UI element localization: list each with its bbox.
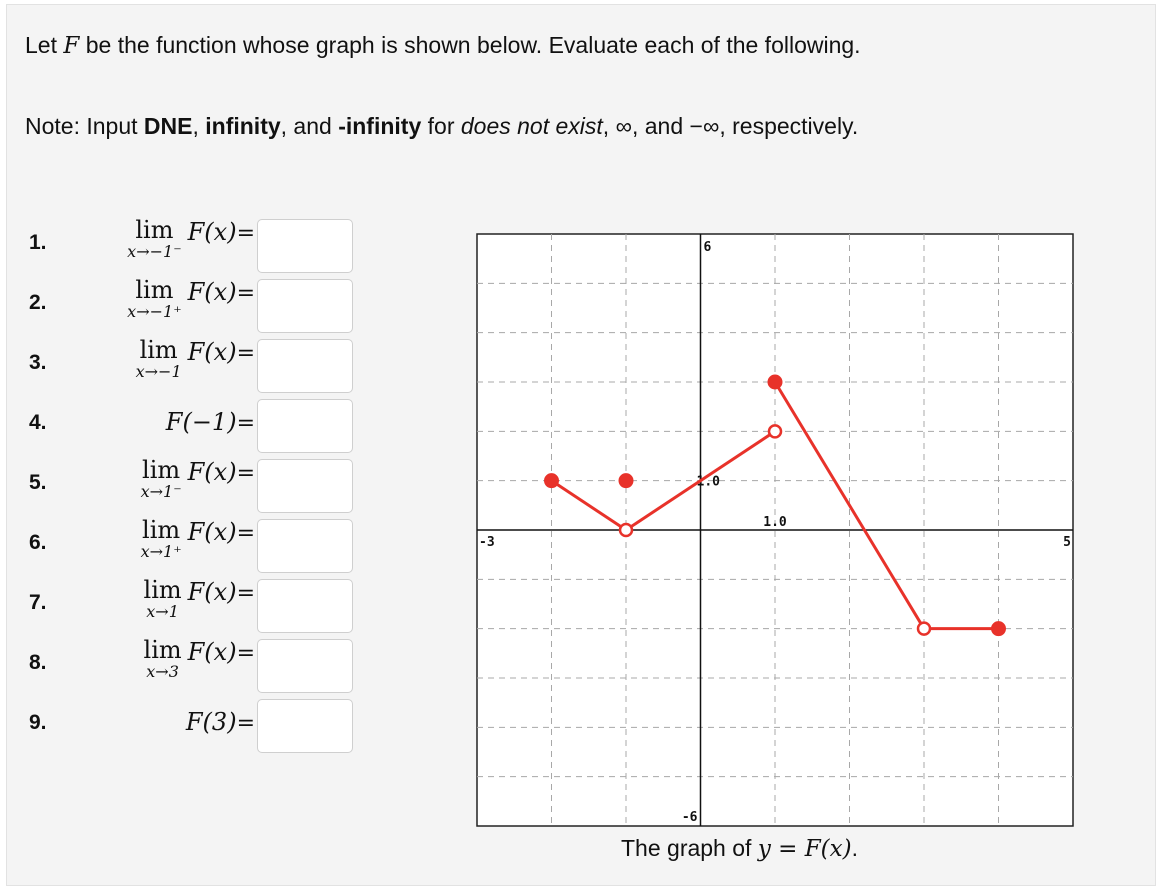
question-number: 1. (29, 231, 47, 254)
graph-segment (773, 381, 926, 630)
x-max-label: 5 (1063, 535, 1071, 550)
question-number: 8. (29, 651, 47, 674)
limit-approach: x→3 (146, 662, 179, 681)
question-4: 4. F(−1)= (7, 395, 367, 453)
question-number: 9. (29, 711, 47, 734)
lim-text: lim (139, 336, 178, 364)
closed-point (767, 374, 783, 390)
function-expression: F(x) (187, 338, 237, 366)
question-8: 8. lim x→3 F(x)= (7, 635, 367, 693)
question-2: 2. lim x→−1⁺ F(x)= (7, 275, 367, 333)
closed-point (544, 473, 559, 489)
limit-operator: lim x→1⁻ (141, 455, 182, 501)
limit-operator: lim x→−1⁻ (127, 215, 181, 261)
answer-input-2[interactable] (257, 279, 353, 333)
answer-input-7[interactable] (257, 579, 353, 633)
function-expression: F(x) (187, 518, 237, 546)
question-number: 3. (29, 351, 47, 374)
y-min-label: -6 (682, 810, 698, 825)
open-point (618, 522, 634, 538)
question-6: 6. lim x→1⁺ F(x)= (7, 515, 367, 573)
function-expression: F(x) (187, 218, 237, 246)
limit-operator: lim x→1 (144, 575, 182, 621)
input-note: Note: Input DNE, infinity, and -infinity… (25, 113, 859, 139)
lim-text: lim (142, 456, 181, 484)
closed-point (991, 621, 1006, 637)
open-point (767, 424, 783, 439)
graph-caption: The graph of y = F(x). (621, 835, 858, 862)
limit-operator: lim x→−1 (136, 335, 182, 381)
graph-segment (550, 479, 627, 532)
question-expression: lim x→1 F(x)= (144, 575, 255, 633)
limit-approach: x→−1⁻ (127, 242, 182, 261)
equals-sign: = (236, 411, 255, 436)
question-1: 1. lim x→−1⁻ F(x)= (7, 215, 367, 273)
equals-sign: = (236, 221, 255, 246)
function-graph: -3 56-61.01.0 (476, 233, 1074, 827)
graph-segment (625, 430, 776, 532)
lim-text: lim (143, 636, 182, 664)
question-expression: F(3)= (186, 695, 255, 753)
question-5: 5. lim x→1⁻ F(x)= (7, 455, 367, 513)
limit-approach: x→1 (146, 602, 179, 621)
function-expression: F(x) (187, 278, 237, 306)
question-expression: lim x→3 F(x)= (144, 635, 255, 693)
limit-operator: lim x→3 (144, 635, 182, 681)
answer-input-8[interactable] (257, 639, 353, 693)
question-number: 6. (29, 531, 47, 554)
limit-approach: x→−1 (135, 362, 182, 381)
function-expression: F(x) (187, 458, 237, 486)
question-7: 7. lim x→1 F(x)= (7, 575, 367, 633)
question-expression: lim x→1⁺ F(x)= (141, 515, 255, 573)
question-expression: lim x→−1⁺ F(x)= (127, 275, 255, 333)
problem-statement: Let F be the function whose graph is sho… (25, 32, 861, 59)
function-expression: F(3) (185, 708, 237, 736)
equals-sign: = (236, 521, 255, 546)
question-number: 2. (29, 291, 47, 314)
equals-sign: = (236, 581, 255, 606)
x-scale-label: 1.0 (763, 515, 787, 530)
question-number: 7. (29, 591, 47, 614)
limit-approach: x→1⁻ (140, 482, 182, 501)
equals-sign: = (236, 341, 255, 366)
problem-panel: Let F be the function whose graph is sho… (6, 4, 1156, 886)
limit-approach: x→1⁺ (140, 542, 182, 561)
limit-approach: x→−1⁺ (127, 302, 182, 321)
answer-input-5[interactable] (257, 459, 353, 513)
answer-input-3[interactable] (257, 339, 353, 393)
function-expression: F(x) (187, 578, 237, 606)
question-expression: F(−1)= (166, 395, 255, 453)
lim-text: lim (143, 576, 182, 604)
lim-text: lim (142, 516, 181, 544)
y-max-label: 6 (704, 240, 712, 255)
equals-sign: = (236, 641, 255, 666)
answer-input-1[interactable] (257, 219, 353, 273)
closed-point (618, 473, 634, 489)
open-point (916, 621, 932, 636)
limit-operator: lim x→1⁺ (141, 515, 182, 561)
answer-input-9[interactable] (257, 699, 353, 753)
question-number: 5. (29, 471, 47, 494)
question-expression: lim x→1⁻ F(x)= (141, 455, 255, 513)
question-3: 3. lim x→−1 F(x)= (7, 335, 367, 393)
answer-input-4[interactable] (257, 399, 353, 453)
question-expression: lim x→−1⁻ F(x)= (127, 215, 255, 273)
function-expression: F(x) (187, 638, 237, 666)
equals-sign: = (236, 281, 255, 306)
answer-input-6[interactable] (257, 519, 353, 573)
equals-sign: = (236, 711, 255, 736)
lim-text: lim (135, 276, 174, 304)
x-min-label: -3 (479, 535, 495, 550)
limit-operator: lim x→−1⁺ (127, 275, 181, 321)
equals-sign: = (236, 461, 255, 486)
question-expression: lim x→−1 F(x)= (136, 335, 255, 393)
question-9: 9. F(3)= (7, 695, 367, 753)
question-number: 4. (29, 411, 47, 434)
function-expression: F(−1) (165, 408, 237, 436)
lim-text: lim (135, 216, 174, 244)
